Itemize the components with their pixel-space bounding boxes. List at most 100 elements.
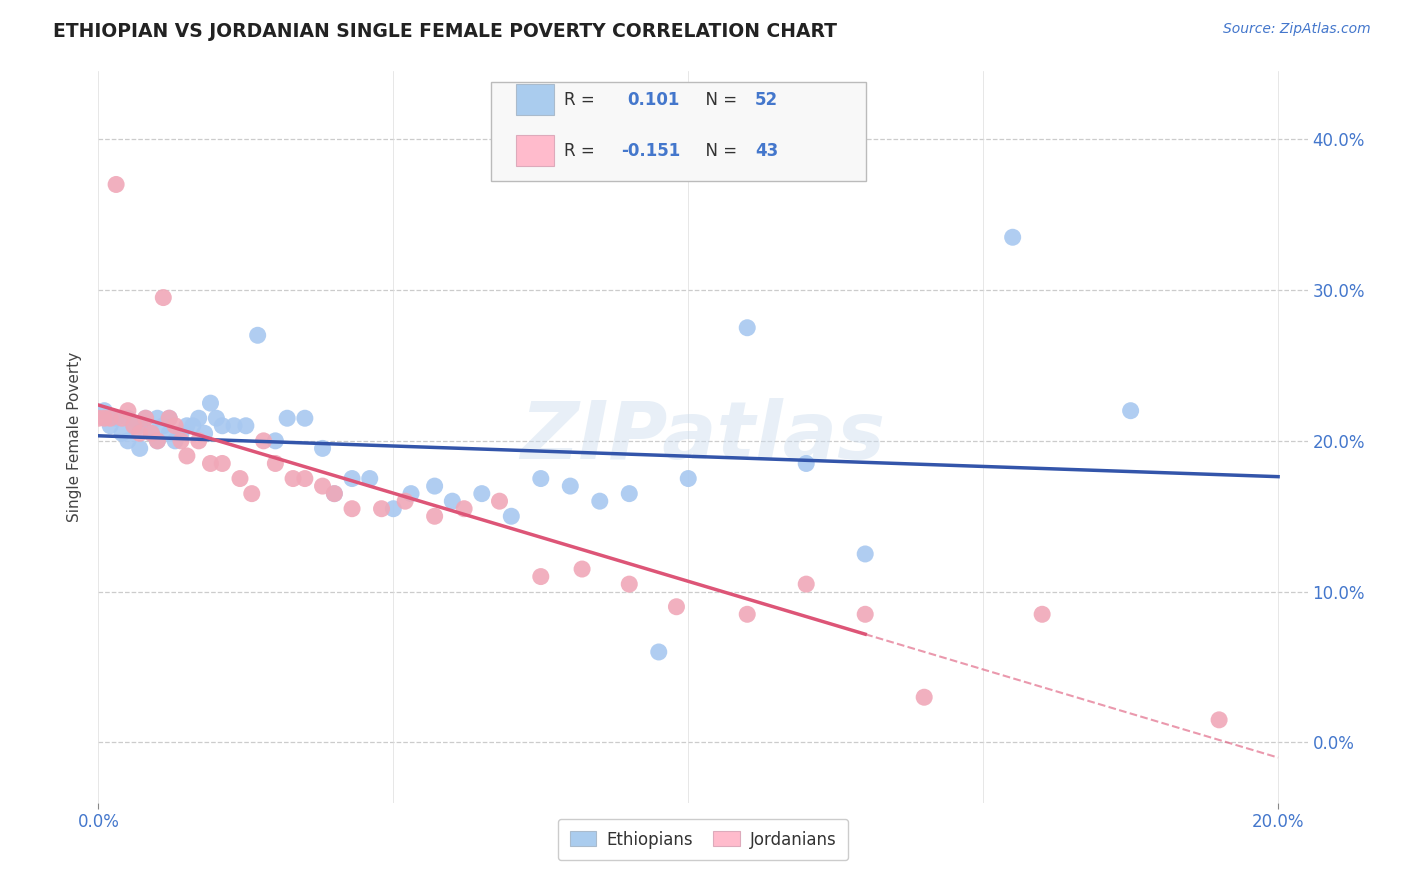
Point bbox=[211, 418, 233, 433]
Point bbox=[187, 434, 209, 448]
Point bbox=[530, 471, 553, 485]
Point bbox=[453, 501, 475, 516]
Point bbox=[501, 509, 523, 524]
Point bbox=[105, 178, 128, 192]
Legend: Ethiopians, Jordanians: Ethiopians, Jordanians bbox=[558, 819, 848, 860]
Point bbox=[311, 479, 333, 493]
Point bbox=[323, 486, 346, 500]
Y-axis label: Single Female Poverty: Single Female Poverty bbox=[67, 352, 83, 522]
Point bbox=[111, 411, 134, 425]
Point bbox=[229, 471, 252, 485]
Point bbox=[128, 426, 150, 441]
Point bbox=[488, 494, 510, 508]
Point bbox=[571, 562, 593, 576]
Text: Source: ZipAtlas.com: Source: ZipAtlas.com bbox=[1223, 22, 1371, 37]
Point bbox=[382, 501, 405, 516]
Point bbox=[93, 411, 115, 425]
Point bbox=[170, 426, 193, 441]
Point bbox=[157, 411, 180, 425]
Point bbox=[165, 418, 187, 433]
Point bbox=[281, 471, 304, 485]
Point bbox=[200, 457, 222, 471]
Point bbox=[423, 479, 446, 493]
Point bbox=[370, 501, 392, 516]
Point bbox=[246, 328, 269, 343]
Bar bbox=[516, 136, 554, 167]
Point bbox=[394, 494, 416, 508]
Point bbox=[648, 645, 671, 659]
Point bbox=[340, 501, 363, 516]
Point bbox=[423, 509, 446, 524]
Point bbox=[122, 418, 145, 433]
Point bbox=[340, 471, 363, 485]
Point bbox=[264, 434, 287, 448]
Point bbox=[176, 449, 198, 463]
Point bbox=[276, 411, 298, 425]
Bar bbox=[516, 84, 554, 115]
Point bbox=[294, 471, 316, 485]
Point bbox=[560, 479, 582, 493]
Point bbox=[530, 569, 553, 583]
Point bbox=[170, 434, 193, 448]
Text: ETHIOPIAN VS JORDANIAN SINGLE FEMALE POVERTY CORRELATION CHART: ETHIOPIAN VS JORDANIAN SINGLE FEMALE POV… bbox=[53, 22, 838, 41]
Point bbox=[157, 411, 180, 425]
Point bbox=[152, 418, 174, 433]
Point bbox=[117, 434, 139, 448]
Point bbox=[157, 426, 180, 441]
Point bbox=[128, 442, 150, 456]
Point bbox=[165, 434, 187, 448]
Point bbox=[441, 494, 464, 508]
Point bbox=[853, 547, 876, 561]
Point bbox=[252, 434, 274, 448]
Point bbox=[589, 494, 612, 508]
Text: 52: 52 bbox=[755, 91, 778, 109]
Point bbox=[117, 411, 139, 425]
Point bbox=[187, 411, 209, 425]
Point bbox=[399, 486, 422, 500]
Point bbox=[1031, 607, 1053, 622]
Point bbox=[1119, 403, 1142, 417]
Point bbox=[200, 396, 222, 410]
Point bbox=[471, 486, 494, 500]
Text: N =: N = bbox=[695, 142, 742, 160]
Point bbox=[359, 471, 381, 485]
Point bbox=[211, 457, 233, 471]
Point bbox=[105, 411, 128, 425]
Text: ZIPatlas: ZIPatlas bbox=[520, 398, 886, 476]
Point bbox=[735, 320, 758, 334]
Point bbox=[194, 426, 217, 441]
Text: 43: 43 bbox=[755, 142, 779, 160]
Point bbox=[794, 577, 817, 591]
Point bbox=[853, 607, 876, 622]
Point bbox=[98, 411, 121, 425]
Point bbox=[205, 411, 228, 425]
Point bbox=[152, 291, 174, 305]
Point bbox=[128, 418, 150, 433]
Point bbox=[1001, 230, 1024, 244]
Point bbox=[619, 486, 641, 500]
Point bbox=[665, 599, 688, 614]
Point bbox=[146, 411, 169, 425]
Point bbox=[323, 486, 346, 500]
Point bbox=[264, 457, 287, 471]
Point bbox=[98, 418, 121, 433]
Point bbox=[912, 690, 935, 705]
Text: 0.101: 0.101 bbox=[627, 91, 679, 109]
Point bbox=[311, 442, 333, 456]
Point bbox=[294, 411, 316, 425]
Point bbox=[135, 411, 157, 425]
Text: N =: N = bbox=[695, 91, 742, 109]
Point bbox=[141, 426, 163, 441]
Point bbox=[146, 434, 169, 448]
Point bbox=[146, 434, 169, 448]
Point bbox=[176, 418, 198, 433]
Point bbox=[181, 418, 204, 433]
Point bbox=[240, 486, 263, 500]
Point bbox=[141, 426, 163, 441]
Text: R =: R = bbox=[564, 91, 605, 109]
Point bbox=[678, 471, 700, 485]
Text: R =: R = bbox=[564, 142, 600, 160]
Point bbox=[222, 418, 245, 433]
Text: -0.151: -0.151 bbox=[621, 142, 681, 160]
Point bbox=[1208, 713, 1230, 727]
